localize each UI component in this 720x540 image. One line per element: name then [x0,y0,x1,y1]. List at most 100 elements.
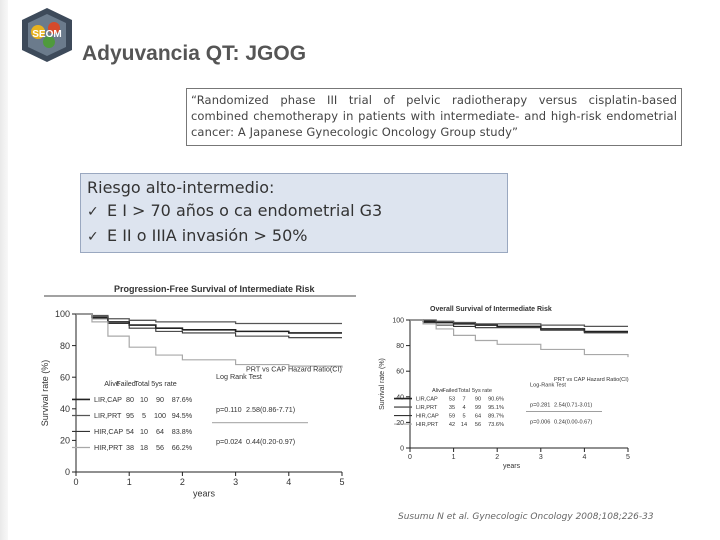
table-cell: 10 [140,395,148,404]
table-cell: 10 [140,427,148,436]
table-cell: 66.2% [172,443,193,452]
risk-title: Riesgo alto-intermedio: [87,178,275,197]
x-tick-label: 4 [286,477,291,487]
table-cell: 56 [475,422,481,428]
legend-entry: LIR,CAP [416,397,438,403]
x-tick-label: 2 [180,477,185,487]
hr-header: PRT vs CAP Hazard Ratio(CI) [554,377,629,383]
table-header: Alive [432,388,444,394]
y-tick-label: 40 [60,404,70,414]
table-cell: 5 [142,411,146,420]
x-tick-label: 4 [582,454,586,461]
table-cell: 64 [156,427,164,436]
hr-header: PRT vs CAP Hazard Ratio(CI) [246,365,342,374]
x-tick-label: 1 [452,454,456,461]
table-cell: 90.6% [488,397,504,403]
table-cell: 7 [462,397,465,403]
x-tick-label: 2 [495,454,499,461]
table-header: Total [458,388,470,394]
table-header: 5ys rate [472,388,492,394]
x-tick-label: 5 [339,477,344,487]
table-cell: 90 [475,397,481,403]
table-cell: 100 [154,411,166,420]
logo-text: SEOM [32,29,61,40]
y-tick-label: 20 [396,420,404,427]
y-tick-label: 60 [396,369,404,376]
table-header: Alive [104,379,120,388]
table-cell: 53 [449,397,455,403]
legend-entry: HIR,PRT [94,443,123,452]
x-tick-label: 3 [539,454,543,461]
legend-entry: LIR,PRT [416,405,438,411]
y-tick-label: 100 [55,309,70,319]
y-tick-label: 20 [60,436,70,446]
risk-item: ✓ E I > 70 años o ca endometrial G3 [87,199,501,224]
legend-entry: HIR,PRT [416,422,439,428]
table-cell: 54 [126,427,134,436]
table-header: Total [134,379,150,388]
table-cell: 38 [126,443,134,452]
table-cell: 83.8% [172,427,193,436]
x-axis-label: years [503,463,521,470]
table-cell: 56 [156,443,164,452]
p-value: p=0.024 [216,437,242,446]
hazard-ratio: 2.54(0.71-3.01) [554,402,592,408]
citation: Susumu N et al. Gynecologic Oncology 200… [398,512,654,522]
x-axis-label: years [193,489,216,499]
table-cell: 18 [140,443,148,452]
table-cell: 95 [126,411,134,420]
test-header: Log Rank Test [216,372,262,381]
y-tick-label: 80 [396,343,404,350]
check-icon: ✓ [87,204,99,220]
legend-entry: HIR,CAP [416,414,439,420]
table-cell: 89.7% [488,414,504,420]
test-header: Log-Rank Test [530,382,566,388]
hazard-ratio: 2.58(0.86-7.71) [246,405,295,414]
series-line-1 [410,319,628,328]
chart-title: Progression-Free Survival of Intermediat… [114,284,316,294]
page-title: Adyuvancia QT: JGOG [82,42,307,65]
y-tick-label: 80 [60,341,70,351]
y-tick-label: 0 [65,467,70,477]
left-decor-strip [0,0,8,540]
x-tick-label: 0 [408,454,412,461]
table-header: Failed [116,379,136,388]
table-cell: 99 [475,405,481,411]
chart-title: Overall Survival of Intermediate Risk [430,306,552,313]
os-chart: Overall Survival of Intermediate Risk020… [379,306,630,470]
risk-item-text: E II o IIIA invasión > 50% [107,226,308,245]
p-value: p=0.281 [530,402,550,408]
table-header: 5ys rate [151,379,177,388]
p-value: p=0.006 [530,419,550,425]
series-line-2 [410,319,628,334]
table-cell: 14 [461,422,467,428]
series-line-1 [76,313,342,325]
table-cell: 80 [126,395,134,404]
hazard-ratio: 0.24(0.00-0.67) [554,419,592,425]
y-tick-label: 100 [392,317,404,324]
legend-entry: LIR,CAP [94,395,122,404]
table-cell: 42 [449,422,455,428]
risk-item: ✓ E II o IIIA invasión > 50% [87,224,501,249]
x-tick-label: 1 [127,477,132,487]
p-value: p=0.110 [216,405,242,414]
x-tick-label: 0 [73,477,78,487]
hazard-ratio: 0.44(0.20-0.97) [246,437,295,446]
y-tick-label: 60 [60,372,70,382]
legend-entry: HIR,CAP [94,427,123,436]
series-line-0 [76,313,342,334]
study-quote: “Randomized phase III trial of pelvic ra… [186,88,682,146]
table-cell: 73.6% [488,422,504,428]
risk-box: Riesgo alto-intermedio: ✓ E I > 70 años o… [80,173,508,253]
table-cell: 90 [156,395,164,404]
table-cell: 5 [462,414,465,420]
table-cell: 94.5% [172,411,193,420]
table-cell: 64 [475,414,481,420]
table-cell: 59 [449,414,455,420]
check-icon: ✓ [87,229,99,245]
table-cell: 87.6% [172,395,193,404]
risk-item-text: E I > 70 años o ca endometrial G3 [107,201,383,220]
x-tick-label: 5 [626,454,630,461]
series-line-3 [76,313,343,368]
pfs-chart: Progression-Free Survival of Intermediat… [40,284,356,499]
